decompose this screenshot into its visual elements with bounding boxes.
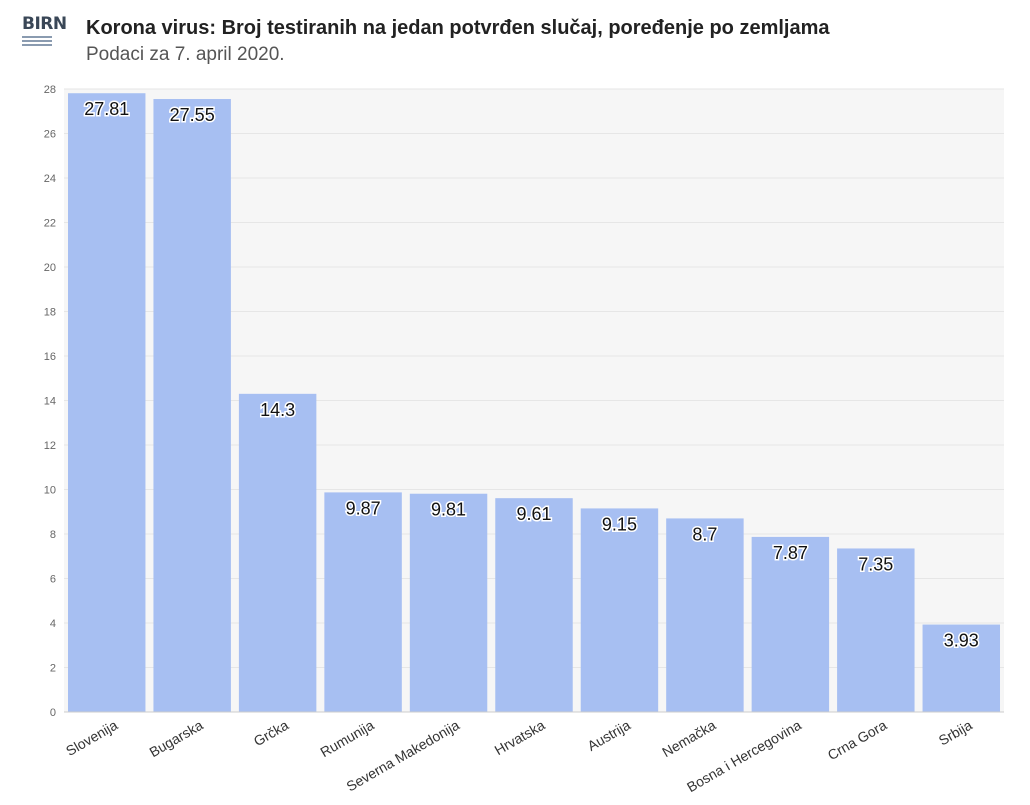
data-label: 7.87 xyxy=(773,543,808,563)
bar xyxy=(495,498,573,712)
bar xyxy=(751,536,830,712)
logo-text: BIRN xyxy=(22,14,67,34)
bar xyxy=(324,492,402,712)
bar xyxy=(837,548,915,712)
data-label: 14.3 xyxy=(260,400,295,420)
birn-logo: BIRN xyxy=(22,14,72,62)
x-tick-label: Hrvatska xyxy=(492,717,548,759)
data-label: 3.93 xyxy=(944,631,979,651)
data-label: 7.35 xyxy=(858,554,893,574)
y-tick-label: 26 xyxy=(44,129,56,141)
data-label: 9.61 xyxy=(516,504,551,524)
bar xyxy=(580,508,659,712)
bar xyxy=(68,93,146,713)
y-tick-label: 14 xyxy=(44,396,56,408)
bar xyxy=(238,393,317,712)
y-tick-label: 16 xyxy=(44,351,56,363)
y-tick-label: 20 xyxy=(44,262,56,274)
y-tick-label: 6 xyxy=(50,574,56,586)
y-tick-label: 10 xyxy=(44,485,56,497)
data-label: 27.81 xyxy=(84,99,129,119)
x-tick-label: Austrija xyxy=(585,717,634,754)
data-label: 9.81 xyxy=(431,500,466,520)
data-label: 9.87 xyxy=(346,498,381,518)
y-tick-label: 0 xyxy=(50,707,56,719)
bar xyxy=(922,624,1000,712)
chart-subtitle: Podaci za 7. april 2020. xyxy=(86,44,285,65)
x-tick-label: Bugarska xyxy=(146,717,205,761)
y-tick-label: 2 xyxy=(50,663,56,675)
x-tick-label: Crna Gora xyxy=(825,717,890,764)
x-tick-label: Rumunija xyxy=(317,717,376,761)
bar xyxy=(153,99,231,712)
chart-title: Korona virus: Broj testiranih na jedan p… xyxy=(86,17,830,39)
data-label: 27.55 xyxy=(170,105,215,125)
y-tick-label: 8 xyxy=(50,529,56,541)
y-tick-label: 28 xyxy=(44,84,56,96)
y-tick-label: 22 xyxy=(44,218,56,230)
bar xyxy=(409,493,488,712)
x-tick-label: Srbija xyxy=(936,717,975,749)
y-tick-label: 12 xyxy=(44,440,56,452)
x-tick-label: Grčka xyxy=(251,717,292,750)
logo-decoration xyxy=(22,36,72,46)
x-tick-label: Nemačka xyxy=(659,717,718,761)
bar xyxy=(666,518,744,712)
data-label: 8.7 xyxy=(692,524,717,544)
y-tick-label: 24 xyxy=(44,173,56,185)
y-tick-label: 4 xyxy=(50,618,56,630)
x-tick-label: Slovenija xyxy=(63,717,120,759)
data-label: 9.15 xyxy=(602,514,637,534)
y-tick-label: 18 xyxy=(44,307,56,319)
